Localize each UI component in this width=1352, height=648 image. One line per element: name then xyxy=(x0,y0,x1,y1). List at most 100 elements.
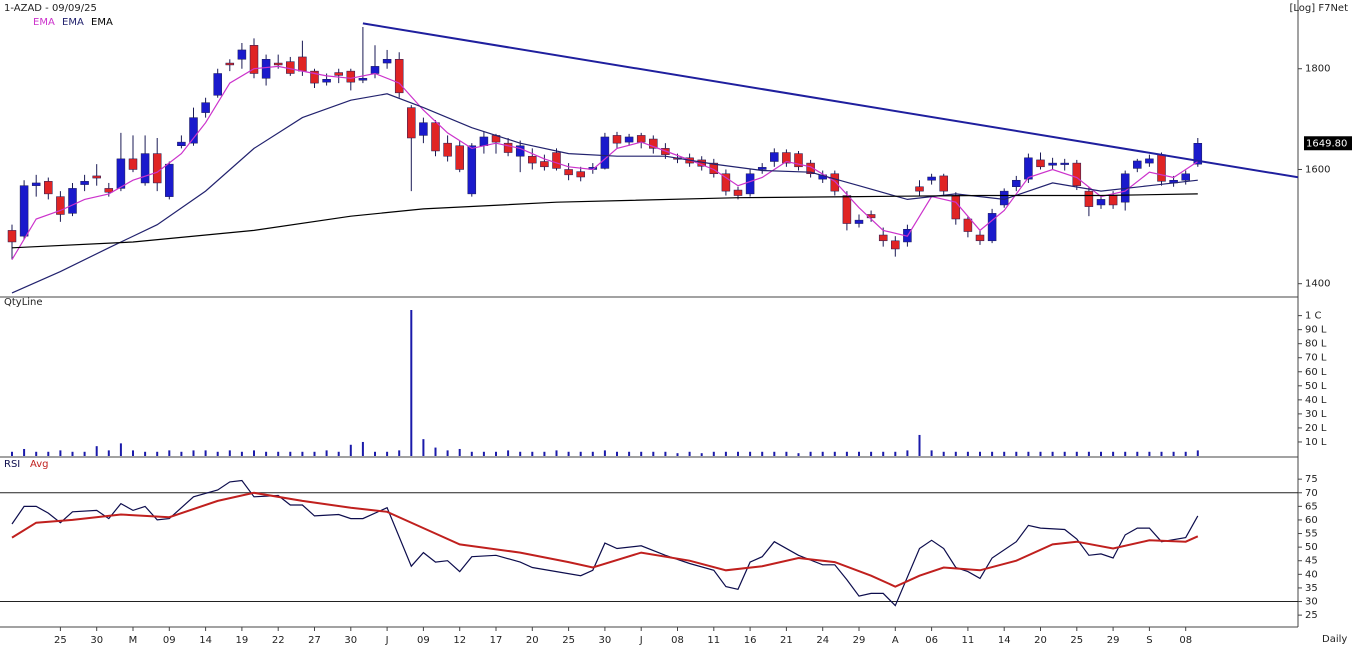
candle-body xyxy=(407,107,416,139)
x-tick-label: 30 xyxy=(90,635,103,646)
panel-title: QtyLine xyxy=(4,297,43,308)
candle-body xyxy=(540,161,549,168)
candle-body xyxy=(1108,195,1118,206)
volume-bar xyxy=(434,447,437,456)
volume-bar xyxy=(870,451,873,456)
y-tick-label: 80 L xyxy=(1305,339,1327,350)
volume-bar xyxy=(591,451,594,456)
volume-bar xyxy=(942,451,945,456)
x-tick-label: 11 xyxy=(707,635,720,646)
volume-bar xyxy=(482,451,485,456)
y-tick-label: 90 L xyxy=(1305,325,1327,336)
candle-body xyxy=(576,171,585,178)
x-tick-label: 22 xyxy=(272,635,285,646)
y-tick-label: 1800 xyxy=(1305,64,1330,75)
volume-bar xyxy=(289,451,292,456)
chart-title: 1-AZAD - 09/09/25 xyxy=(4,3,97,14)
candle-body xyxy=(745,173,755,195)
volume-bar xyxy=(11,451,13,456)
volume-bar xyxy=(785,451,788,456)
volume-bar xyxy=(507,450,510,456)
volume-bar xyxy=(749,451,752,456)
candle-body xyxy=(1181,173,1190,181)
y-tick-label: 60 L xyxy=(1305,367,1327,378)
volume-bar xyxy=(470,451,473,456)
x-tick-label: 08 xyxy=(1179,635,1192,646)
candle-body xyxy=(249,45,259,74)
volume-bar xyxy=(567,451,570,456)
volume-bar xyxy=(228,450,231,456)
volume-bar xyxy=(918,434,921,456)
candle-body xyxy=(92,175,101,179)
candle-body xyxy=(431,122,440,152)
candle-body xyxy=(891,240,900,250)
candle-body xyxy=(382,59,392,64)
volume-bar xyxy=(1087,451,1090,456)
volume-bar xyxy=(712,451,715,456)
last-price-badge xyxy=(1304,136,1352,151)
candle-body xyxy=(600,136,610,169)
x-tick-label: 30 xyxy=(344,635,357,646)
x-tick-label: 21 xyxy=(780,635,793,646)
x-tick-label: 14 xyxy=(998,635,1011,646)
volume-bar xyxy=(144,451,147,456)
volume-bar xyxy=(313,451,316,456)
x-tick-label: 25 xyxy=(1070,635,1083,646)
candle-body xyxy=(915,186,924,192)
indicator-line xyxy=(11,93,1198,294)
volume-bar xyxy=(1015,451,1018,456)
candle-body xyxy=(334,72,343,76)
volume-bar xyxy=(1172,451,1175,456)
volume-bar xyxy=(1003,451,1006,456)
volume-bar xyxy=(894,451,897,456)
candle-body xyxy=(515,145,525,157)
volume-bar xyxy=(301,451,304,456)
y-tick-label: 1400 xyxy=(1305,279,1330,290)
y-tick-label: 50 xyxy=(1305,542,1318,553)
candle-body xyxy=(1084,190,1094,207)
x-tick-label: 29 xyxy=(1107,635,1120,646)
volume-bar xyxy=(35,451,38,456)
candle-body xyxy=(128,158,138,170)
candle-body xyxy=(782,152,791,164)
candle-body xyxy=(213,73,222,96)
candle-body xyxy=(310,70,319,84)
volume-bar xyxy=(253,450,255,456)
volume-bar xyxy=(845,451,848,456)
volume-bar xyxy=(882,451,885,456)
candle-body xyxy=(104,188,114,193)
volume-bar xyxy=(23,448,26,456)
volume-bar xyxy=(495,451,497,456)
candle-body xyxy=(467,145,477,195)
volume-bar xyxy=(410,310,413,456)
candle-body xyxy=(806,162,815,175)
volume-bar xyxy=(603,450,606,456)
candle-body xyxy=(479,136,489,147)
x-tick-label: 30 xyxy=(599,635,612,646)
y-tick-label: 60 xyxy=(1305,515,1318,526)
volume-bar xyxy=(458,448,461,456)
volume-bar xyxy=(216,451,219,456)
volume-bar xyxy=(652,451,655,456)
y-tick-label: 70 L xyxy=(1305,353,1327,364)
volume-bar xyxy=(761,451,764,456)
price-plot xyxy=(7,22,1298,294)
candle-body xyxy=(636,135,646,143)
candle-body xyxy=(794,153,803,168)
candle-body xyxy=(963,218,973,232)
candle-body xyxy=(939,175,948,192)
candle-body xyxy=(866,214,876,219)
volume-bar xyxy=(398,450,401,456)
candle-body xyxy=(830,173,840,192)
x-tick-label: 24 xyxy=(816,635,829,646)
volume-bar xyxy=(954,451,957,456)
y-tick-label: 1600 xyxy=(1305,164,1330,175)
volume-bar xyxy=(422,439,425,456)
candle-body xyxy=(975,234,985,242)
x-tick-label: 20 xyxy=(1034,635,1047,646)
candle-body xyxy=(1024,157,1033,180)
x-tick-label: 17 xyxy=(490,635,503,646)
volume-bar xyxy=(555,450,558,456)
candle-body xyxy=(116,158,126,189)
